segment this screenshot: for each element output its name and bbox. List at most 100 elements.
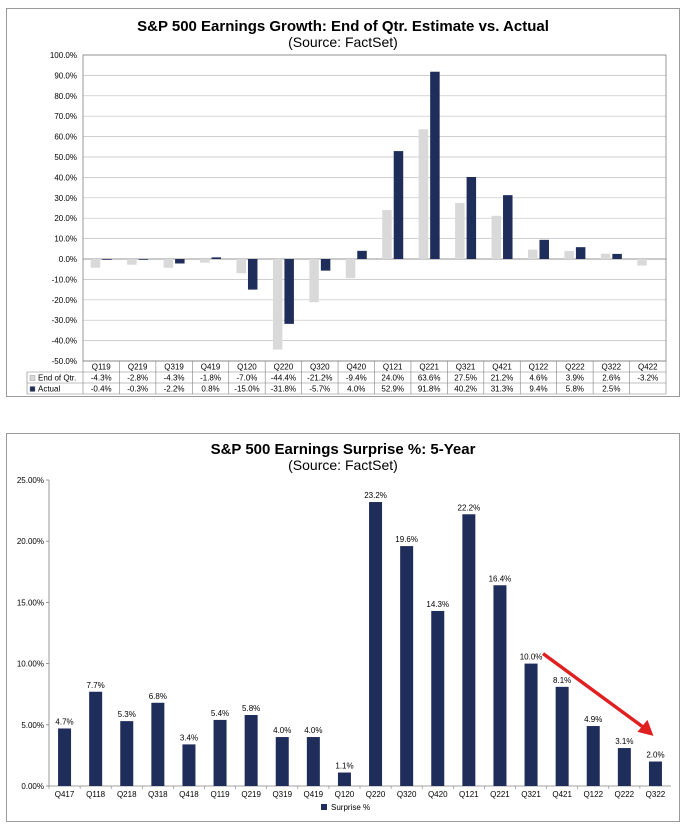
x-tick-label: Q218 (117, 790, 137, 799)
estimate-bar (236, 259, 246, 274)
y-tick-label: 20.00% (17, 537, 44, 546)
table-cell-value: 63.6% (418, 374, 441, 383)
x-tick-label: Q121 (383, 363, 403, 372)
actual-bar (247, 259, 258, 290)
x-tick-label: Q222 (565, 363, 585, 372)
y-tick-label: 100.0% (50, 51, 77, 60)
surprise-bar (524, 663, 538, 786)
table-cell-value: 91.8% (418, 385, 441, 394)
y-tick-label: 25.00% (17, 476, 44, 485)
y-tick-label: 5.00% (21, 721, 44, 730)
table-cell-value: 24.0% (381, 374, 404, 383)
x-tick-label: Q318 (148, 790, 168, 799)
table-cell-value: -3.2% (637, 374, 658, 383)
data-label: 19.6% (395, 535, 418, 544)
x-tick-label: Q321 (521, 790, 541, 799)
estimate-bar (418, 129, 429, 259)
x-tick-label: Q120 (335, 790, 355, 799)
data-label: 8.1% (553, 676, 571, 685)
y-tick-label: -50.0% (52, 357, 77, 366)
surprise-bar (120, 721, 134, 786)
estimate-bar (491, 215, 502, 259)
x-tick-label: Q320 (310, 363, 330, 372)
table-cell-value: 21.2% (491, 374, 514, 383)
y-tick-label: 20.0% (54, 214, 77, 223)
legend-label: Actual (38, 385, 60, 394)
data-label: 5.8% (242, 704, 260, 713)
actual-bar (575, 247, 586, 259)
table-cell-value: -5.7% (309, 385, 330, 394)
actual-bar (393, 151, 404, 259)
y-tick-label: 0.00% (21, 782, 44, 791)
actual-bar (503, 195, 513, 259)
estimate-bar (564, 251, 574, 259)
earnings-growth-chart-panel: S&P 500 Earnings Growth: End of Qtr. Est… (6, 8, 680, 397)
x-tick-label: Q322 (646, 790, 666, 799)
y-tick-label: 60.0% (54, 133, 77, 142)
surprise-bar (337, 772, 351, 786)
surprise-bar (151, 702, 165, 786)
x-tick-label: Q222 (615, 790, 635, 799)
actual-bar (175, 259, 185, 264)
actual-bar (357, 250, 367, 259)
surprise-bar (555, 686, 569, 786)
x-tick-label: Q220 (366, 790, 386, 799)
table-cell-value: -9.4% (346, 374, 367, 383)
plot-area (82, 54, 667, 362)
y-tick-label: 80.0% (54, 92, 77, 101)
table-cell-value: 4.0% (347, 385, 365, 394)
y-tick-label: -10.0% (52, 275, 77, 284)
surprise-bar (306, 737, 320, 786)
table-cell-value: -2.2% (164, 385, 185, 394)
x-tick-label: Q321 (456, 363, 476, 372)
estimate-bar (309, 259, 319, 303)
table-cell-value: -7.0% (237, 374, 258, 383)
actual-bar (466, 176, 477, 259)
earnings-surprise-chart-panel: S&P 500 Earnings Surprise %: 5-Year (Sour… (6, 433, 680, 822)
estimate-bar (637, 259, 647, 266)
estimate-bar (345, 259, 356, 279)
y-tick-label: -40.0% (52, 337, 77, 346)
data-label: 3.4% (180, 733, 198, 742)
legend-label: Surprise % (331, 803, 370, 812)
x-tick-label: Q118 (86, 790, 106, 799)
data-label: 5.3% (118, 710, 136, 719)
x-tick-label: Q219 (241, 790, 261, 799)
earnings-surprise-chart: S&P 500 Earnings Surprise %: 5-Year(Sour… (17, 441, 671, 812)
x-tick-label: Q422 (638, 363, 658, 372)
surprise-bar (617, 748, 631, 786)
actual-bar (284, 259, 294, 324)
x-tick-label: Q219 (128, 363, 148, 372)
estimate-bar (90, 259, 101, 268)
x-tick-label: Q322 (602, 363, 622, 372)
table-cell-value: 4.6% (529, 374, 547, 383)
actual-bar (430, 71, 440, 259)
legend-swatch (29, 375, 36, 381)
table-cell-value: -44.4% (271, 374, 296, 383)
y-tick-label: 10.0% (54, 235, 77, 244)
y-tick-label: 50.0% (54, 153, 77, 162)
table-cell-value: 3.9% (566, 374, 584, 383)
x-tick-label: Q221 (419, 363, 439, 372)
chart-title: S&P 500 Earnings Surprise %: 5-Year (211, 441, 476, 458)
data-label: 23.2% (364, 491, 387, 500)
data-label: 4.0% (304, 726, 322, 735)
surprise-bar (213, 719, 227, 786)
x-tick-label: Q417 (55, 790, 75, 799)
x-tick-label: Q418 (179, 790, 199, 799)
data-label: 4.7% (55, 717, 73, 726)
data-label: 10.0% (520, 653, 543, 662)
surprise-bar (493, 585, 507, 786)
y-tick-label: -20.0% (52, 296, 77, 305)
table-cell-value: -4.3% (164, 374, 185, 383)
x-tick-label: Q421 (492, 363, 512, 372)
estimate-bar (527, 249, 538, 259)
actual-bar (211, 257, 222, 259)
surprise-bar (182, 744, 196, 786)
actual-bar (102, 259, 112, 260)
data-label: 4.0% (273, 726, 291, 735)
y-tick-label: -30.0% (52, 316, 77, 325)
table-cell-value: -31.8% (271, 385, 296, 394)
y-tick-label: 40.0% (54, 173, 77, 182)
x-tick-label: Q420 (346, 363, 366, 372)
